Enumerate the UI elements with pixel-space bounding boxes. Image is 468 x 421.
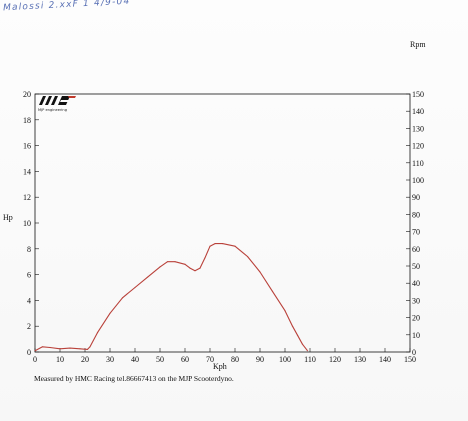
power-curve-point [86,348,89,351]
y2-tick-label: 0 [412,348,416,357]
chart-ticks: 0 10 20 30 40 50 60 70 80 90 100 110 120 130 140 150024… [23,90,424,364]
power-curve-point [189,267,191,269]
power-curve-point [296,334,299,336]
power-curve-point [59,348,61,350]
x-tick-label: 100 [279,355,291,364]
y-tick-label: 16 [23,142,31,151]
hp-axis-label: Hp [3,213,13,222]
power-curve-point [41,346,44,348]
chart-axes [34,93,411,353]
x-tick-label: 0 [33,355,37,364]
x-tick-label: 130 [354,355,366,364]
power-curve-point [259,271,261,273]
y2-tick-label: 140 [412,107,424,116]
kph-axis-label: Kph [213,362,227,371]
power-curve-point [184,263,186,265]
power-curve-point [199,267,201,269]
x-tick-label: 110 [304,355,316,364]
y-tick-label: 14 [23,167,31,176]
logo-caption: MJP engineering [38,108,67,112]
rpm-axis-label: Rpm [410,40,426,49]
power-curve-point [96,332,99,334]
y-tick-label: 0 [27,348,31,357]
y2-tick-label: 60 [412,245,420,254]
x-tick-label: 120 [329,355,341,364]
power-curve-point [121,297,124,299]
y2-tick-label: 80 [412,210,420,219]
measurement-footnote: Measured by HMC Racing tel.86667413 on t… [34,374,234,383]
y2-tick-label: 40 [412,279,420,288]
power-curve-point [271,290,274,292]
power-curve-point [146,276,149,278]
power-curve-point [301,343,304,345]
y-tick-label: 12 [23,193,31,202]
x-tick-label: 40 [131,355,139,364]
power-curve-point [291,325,294,327]
y2-tick-label: 30 [412,296,420,305]
x-tick-label: 70 [206,355,214,364]
power-curve-point [34,350,36,352]
plot-frame [34,93,411,353]
power-curve-point [166,261,169,263]
x-tick-label: 140 [379,355,391,364]
power-curve-point [49,346,51,349]
power-curve-point [109,312,111,314]
power-curve-points [34,243,309,352]
power-curve-line [34,243,308,352]
power-curve-point [246,255,249,258]
power-curve-point [174,261,176,263]
power-curve-point [284,310,286,312]
x-tick-label: 150 [404,355,416,364]
x-tick-label: 80 [231,355,239,364]
power-curve-point [234,245,236,247]
power-curve-point [134,286,136,289]
y-tick-label: 6 [27,271,31,280]
power-curve-point [221,243,224,245]
x-tick-label: 20 [81,355,89,364]
y2-tick-label: 20 [412,314,420,323]
power-curve-point [204,257,206,259]
y-tick-label: 20 [23,90,31,99]
x-tick-label: 10 [56,355,64,364]
x-tick-label: 30 [106,355,114,364]
mjp-logo: MJP engineering [38,95,84,117]
y2-tick-label: 90 [412,193,420,202]
y-tick-label: 18 [23,116,31,125]
power-curve-point [69,347,71,349]
y-tick-label: 2 [27,322,31,331]
y2-tick-label: 100 [412,176,424,185]
power-curve-point [159,266,161,268]
y2-tick-label: 150 [412,90,424,99]
x-tick-label: 60 [181,355,189,364]
y-tick-label: 8 [27,245,31,254]
y2-tick-label: 130 [412,124,424,133]
y2-tick-label: 10 [412,331,420,340]
y2-tick-label: 110 [412,159,424,168]
x-tick-label: 50 [156,355,164,364]
y-tick-label: 4 [27,296,31,305]
x-tick-label: 90 [256,355,264,364]
power-curve-point [209,245,211,247]
y2-tick-label: 50 [412,262,420,271]
y2-tick-label: 70 [412,228,420,237]
mjp-logo-icon [39,96,76,105]
power-curve-point [306,350,309,352]
power-curve-point [89,346,91,348]
power-curve-point [194,270,196,272]
power-curve-point [214,243,216,245]
y-tick-label: 10 [23,219,31,228]
y2-tick-label: 120 [412,142,424,151]
power-curve-point [79,348,81,350]
